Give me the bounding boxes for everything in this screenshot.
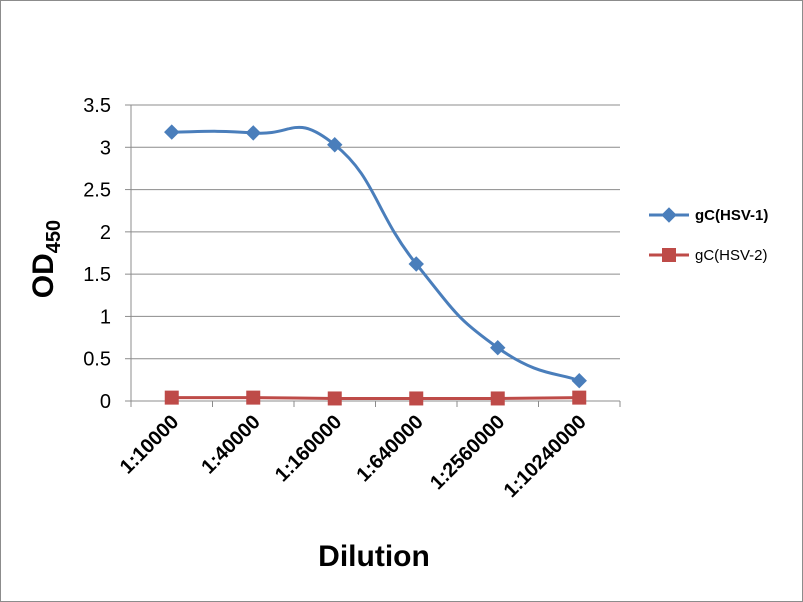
gridlines: [131, 104, 620, 360]
y-tick-label: 3.5: [83, 95, 111, 117]
y-tick-label: 1.5: [83, 264, 111, 286]
legend-label: gC(HSV-1): [695, 207, 768, 224]
square-marker: [409, 391, 424, 406]
x-tick-label: 1:160000: [271, 411, 346, 486]
legend: gC(HSV-1) gC(HSV-2): [649, 207, 768, 264]
x-tick-label: 1:10240000: [500, 411, 591, 502]
square-marker: [164, 390, 179, 405]
y-axis-title: OD450: [27, 220, 65, 298]
axes: [125, 104, 621, 407]
x-tick-label: 1:640000: [352, 411, 427, 486]
y-tick-label: 3: [100, 137, 111, 159]
y-tick-label: 2: [100, 222, 111, 244]
diamond-marker: [245, 125, 261, 141]
y-axis-title-subscript: 450: [43, 220, 65, 253]
series-layer: [164, 124, 587, 406]
legend-marker: [661, 207, 677, 223]
x-tick-label: 1:10000: [116, 411, 183, 478]
diamond-marker: [490, 340, 506, 356]
y-tick-label: 1: [100, 306, 111, 328]
diamond-marker: [571, 372, 587, 389]
x-tick-label: 1:40000: [197, 411, 264, 478]
series-line: [170, 396, 581, 401]
legend-label: gC(HSV-2): [695, 247, 768, 264]
y-tick-labels: 0 0.5 1 1.5 2 2.5 3 3.5: [83, 95, 111, 413]
series-2: [164, 390, 587, 406]
square-marker: [490, 391, 505, 406]
y-tick-label: 2.5: [83, 180, 111, 202]
x-tick-labels: 1:10000 1:40000 1:160000 1:6400001:25600001…: [116, 411, 591, 502]
y-tick-label: 0.5: [83, 349, 111, 371]
legend-item: gC(HSV-2): [649, 247, 768, 264]
diamond-marker: [408, 256, 424, 272]
x-tick-label: 1:2560000: [426, 411, 509, 494]
legend-item: gC(HSV-1): [649, 207, 768, 224]
legend-marker: [662, 248, 676, 262]
diamond-marker: [327, 137, 343, 153]
series-line: [170, 125, 581, 383]
series-1: [164, 124, 587, 389]
square-marker: [246, 390, 261, 405]
x-axis-title: Dilution: [318, 540, 430, 573]
y-axis-title-main: OD: [27, 253, 60, 298]
square-marker: [572, 390, 587, 405]
y-tick-label: 0: [100, 391, 111, 413]
diamond-marker: [164, 124, 180, 140]
square-marker: [327, 391, 342, 406]
